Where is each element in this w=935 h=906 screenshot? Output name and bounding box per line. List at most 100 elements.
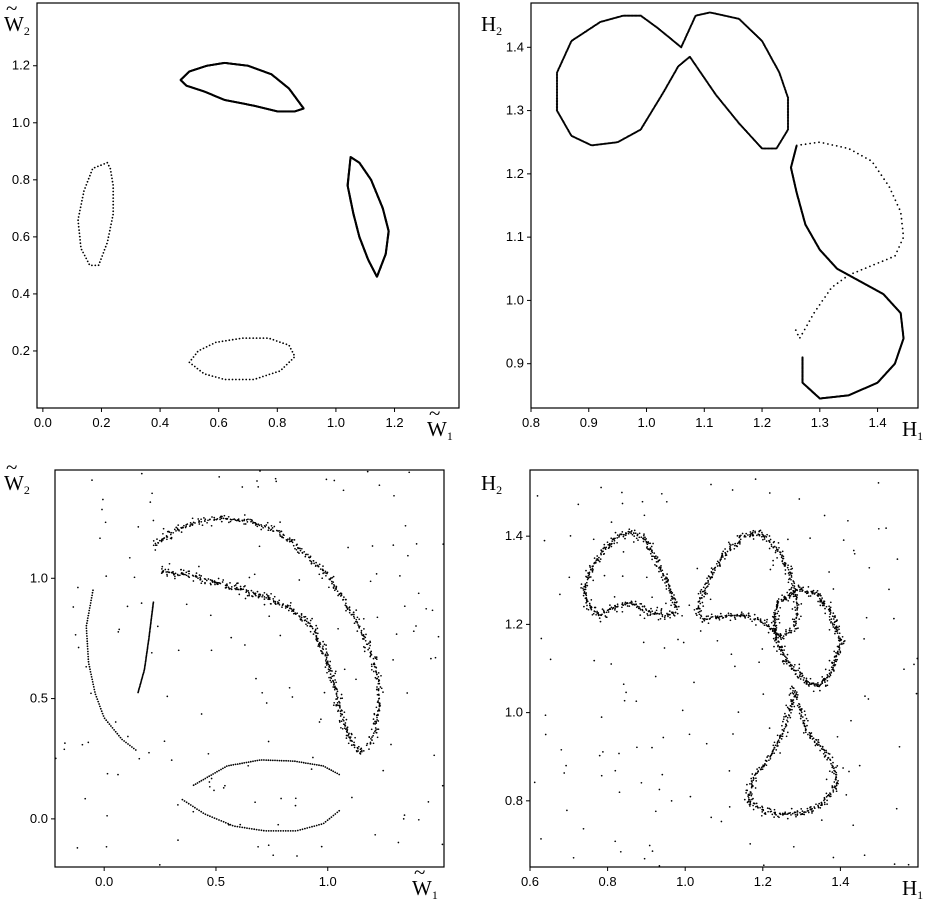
data-point <box>330 769 332 771</box>
data-point <box>209 345 211 347</box>
data-point <box>668 613 670 615</box>
data-point <box>105 246 107 248</box>
data-point <box>647 543 649 545</box>
data-point <box>592 614 594 616</box>
data-point <box>370 738 372 740</box>
data-point <box>309 763 311 765</box>
data-point <box>311 626 313 628</box>
data-point <box>621 531 623 533</box>
data-point <box>183 525 185 527</box>
data-point <box>817 682 819 684</box>
x-tick-label: 0.8 <box>599 874 617 889</box>
data-point <box>327 819 329 821</box>
data-point <box>194 522 196 524</box>
data-point <box>103 715 105 717</box>
data-point <box>378 688 380 690</box>
data-point <box>217 583 219 585</box>
data-point <box>89 666 91 668</box>
series <box>347 156 390 278</box>
data-point <box>827 143 829 145</box>
data-point <box>381 687 383 689</box>
data-point <box>87 645 89 647</box>
data-point <box>225 379 227 381</box>
data-point <box>251 595 253 597</box>
data-point <box>281 606 283 608</box>
data-point <box>614 608 616 610</box>
data-point <box>242 337 244 339</box>
data-point <box>660 609 662 611</box>
data-point <box>90 172 92 174</box>
data-point <box>163 537 165 539</box>
data-point <box>220 820 222 822</box>
data-point <box>212 343 214 345</box>
data-point <box>91 479 93 481</box>
data-point <box>756 535 758 537</box>
data-point <box>764 622 766 624</box>
data-point <box>302 552 304 554</box>
data-point <box>261 525 263 527</box>
data-point <box>80 242 82 244</box>
data-point <box>611 546 613 548</box>
data-point <box>357 748 359 750</box>
data-point <box>324 644 326 646</box>
y-tick-label: 0.9 <box>506 356 524 371</box>
data-point <box>792 608 794 610</box>
data-point <box>311 563 313 565</box>
data-point <box>89 668 91 670</box>
data-point <box>798 585 800 587</box>
data-point <box>780 637 782 639</box>
data-point <box>796 590 798 592</box>
data-point <box>341 710 343 712</box>
data-point <box>390 744 392 746</box>
data-point <box>262 594 264 596</box>
x-axis-label-accent: ~ <box>414 860 425 884</box>
data-point <box>208 753 210 755</box>
data-point <box>91 679 93 681</box>
data-point <box>335 587 337 589</box>
data-point <box>205 578 207 580</box>
data-point <box>656 607 658 609</box>
data-point <box>293 613 295 615</box>
data-point <box>81 200 83 202</box>
data-point <box>787 654 789 656</box>
data-point <box>772 630 774 632</box>
data-point <box>791 576 793 578</box>
data-point <box>620 533 622 535</box>
data-point <box>283 760 285 762</box>
data-point <box>893 195 895 197</box>
data-point <box>155 543 157 545</box>
data-point <box>838 628 840 630</box>
data-point <box>368 642 370 644</box>
data-point <box>802 675 804 677</box>
data-point <box>377 694 379 696</box>
data-point <box>836 145 838 147</box>
data-point <box>814 685 816 687</box>
data-point <box>86 640 88 642</box>
data-point <box>396 633 398 635</box>
data-point <box>290 348 292 350</box>
data-point <box>205 813 207 815</box>
data-point <box>93 689 95 691</box>
data-point <box>335 698 337 700</box>
data-point <box>643 533 645 535</box>
data-point <box>628 528 630 530</box>
data-point <box>289 605 291 607</box>
data-point <box>259 759 261 761</box>
data-point <box>134 576 136 578</box>
data-point <box>817 685 819 687</box>
data-point <box>349 738 351 740</box>
data-point <box>195 576 197 578</box>
data-point <box>799 706 801 708</box>
data-point <box>304 556 306 558</box>
data-point <box>110 725 112 727</box>
data-point <box>635 601 637 603</box>
data-point <box>186 523 188 525</box>
data-point <box>341 697 343 699</box>
data-point <box>181 531 183 533</box>
data-point <box>222 579 224 581</box>
data-point <box>294 539 296 541</box>
data-point <box>771 622 773 624</box>
data-point <box>100 708 102 710</box>
data-point <box>95 694 97 696</box>
